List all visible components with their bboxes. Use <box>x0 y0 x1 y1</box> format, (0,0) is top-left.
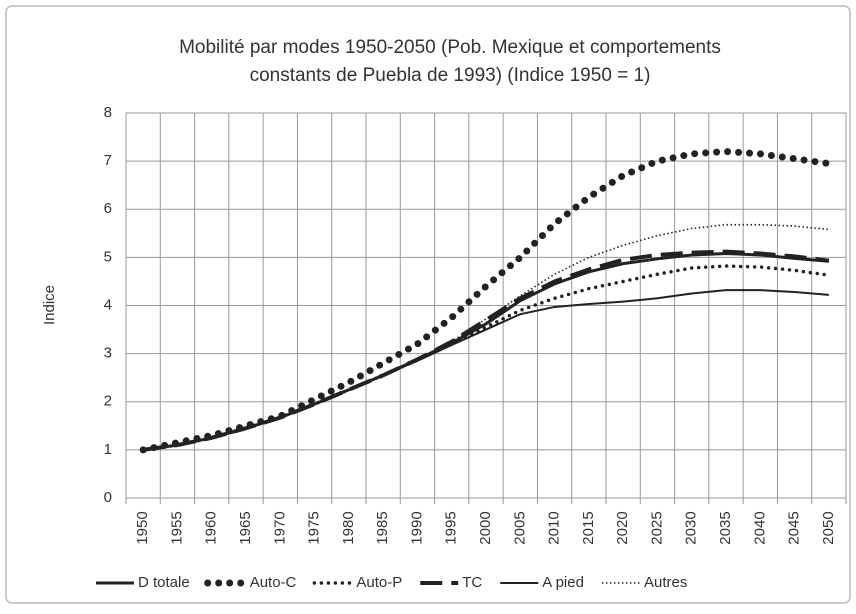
y-tick-label: 0 <box>104 489 112 506</box>
legend-label: Auto-C <box>250 574 297 591</box>
x-tick-label: 2010 <box>546 511 563 544</box>
x-tick-label: 2025 <box>648 511 665 544</box>
x-tick-label: 1960 <box>203 511 220 544</box>
x-tick-label: 2035 <box>717 511 734 544</box>
y-tick-label: 8 <box>104 104 112 121</box>
plot-border <box>125 112 847 499</box>
chart-title: constants de Puebla de 1993) (Indice 195… <box>250 65 651 86</box>
y-tick-label: 4 <box>104 296 112 313</box>
series-line <box>143 223 829 451</box>
y-tick-label: 6 <box>104 200 112 217</box>
x-tick-label: 1975 <box>306 511 323 544</box>
legend-label: Autres <box>644 574 687 591</box>
x-tick-label: 2045 <box>786 511 803 544</box>
legend-label: TC <box>462 574 482 591</box>
legend-label: A pied <box>542 574 584 591</box>
y-tick-label: 5 <box>104 248 112 265</box>
y-tick-label: 2 <box>104 393 112 410</box>
chart-frame <box>5 5 851 604</box>
x-tick-label: 1965 <box>237 511 254 544</box>
series-line <box>139 147 833 454</box>
chart-title: Mobilité par modes 1950-2050 (Pob. Mexiq… <box>179 37 721 58</box>
x-tick-label: 2040 <box>751 511 768 544</box>
x-tick-label: 2015 <box>580 511 597 544</box>
x-tick-label: 2050 <box>820 511 837 544</box>
x-tick-label: 1950 <box>134 511 151 544</box>
x-tick-label: 1970 <box>271 511 288 544</box>
x-tick-label: 1980 <box>340 511 357 544</box>
x-tick-label: 2000 <box>477 511 494 544</box>
x-tick-label: 2005 <box>511 511 528 544</box>
x-tick-label: 1990 <box>408 511 425 544</box>
y-tick-label: 7 <box>104 152 112 169</box>
x-tick-label: 2030 <box>683 511 700 544</box>
x-tick-label: 2020 <box>614 511 631 544</box>
y-tick-label: 1 <box>104 441 112 458</box>
legend-label: Auto-P <box>356 574 402 591</box>
x-tick-label: 1955 <box>168 511 185 544</box>
legend-label: D totale <box>138 574 190 591</box>
x-tick-label: 1985 <box>374 511 391 544</box>
y-tick-label: 3 <box>104 345 112 362</box>
y-axis-label: Indice <box>41 285 58 325</box>
x-tick-label: 1995 <box>443 511 460 544</box>
